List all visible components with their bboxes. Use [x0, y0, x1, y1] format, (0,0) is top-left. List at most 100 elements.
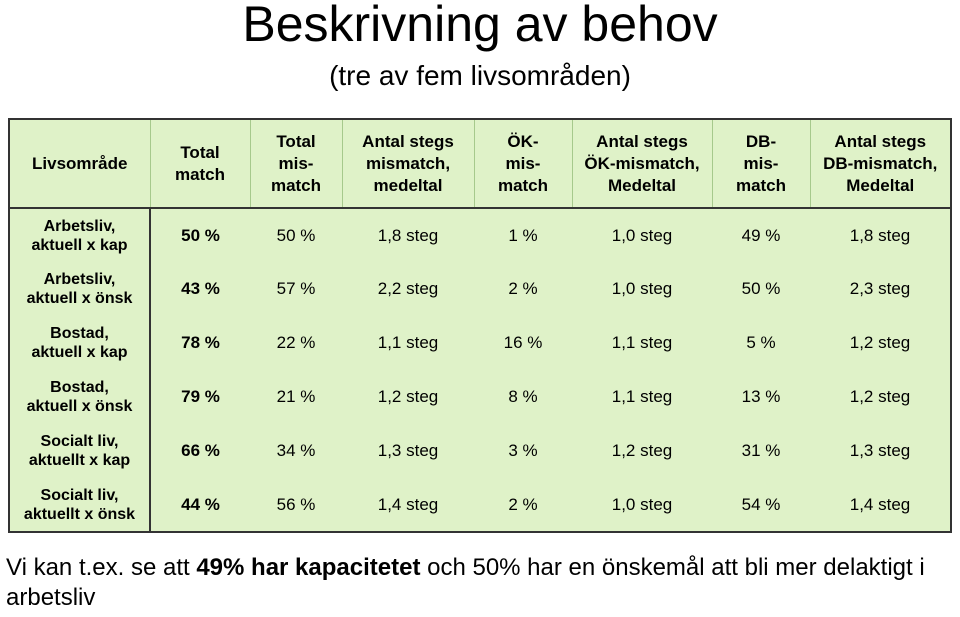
table-cell: 1,2 steg: [849, 333, 911, 352]
column-header-line: medeltal: [373, 175, 443, 195]
table-cell: 1,3 steg: [377, 441, 439, 460]
table-cell: 1,8 steg: [849, 225, 911, 245]
column-header-line: DB-: [745, 131, 777, 151]
table-cell: 50 %: [741, 279, 781, 298]
table-cell: 1,1 steg: [611, 387, 673, 406]
table-cell: 1,2 steg: [377, 387, 439, 406]
column-header: Livsområde: [10, 120, 150, 209]
column-header-line: ÖK-mismatch,: [584, 153, 700, 173]
column-header-line: Antal stegs: [834, 131, 927, 151]
column-header-line: Antal stegs: [596, 131, 688, 151]
page-subtitle: (tre av fem livsområden): [329, 60, 631, 91]
column-header-line: Antal stegs: [362, 131, 454, 151]
column-header-line: match: [270, 175, 322, 195]
row-label: Bostad, aktuell x önsk: [10, 370, 151, 424]
column-header-line: mis-: [743, 153, 779, 173]
column-header: Antal stegs mismatch, medeltal: [341, 120, 474, 209]
table-cell: 78 %: [181, 333, 220, 352]
table-cell: 66 %: [181, 441, 220, 460]
table-cell: 8 %: [508, 387, 538, 406]
table-cell: 1 %: [508, 225, 538, 245]
table-cell: 1,0 steg: [611, 495, 673, 514]
table-cell: 1,1 steg: [611, 333, 673, 352]
table-cell: 56 %: [276, 495, 316, 514]
footer-text-part1: Vi kan t.ex. se att: [6, 554, 197, 581]
column-header: ÖK-mis-match: [473, 120, 572, 209]
needs-table-container: Livsområde Total match Total mis-match Antal …: [8, 118, 952, 533]
row-label-line: aktuellt x kap: [28, 452, 131, 469]
table-row: Bostad, aktuell x önsk 79 % 21 % 1,2 steg 8 %…: [10, 370, 950, 424]
table-row: Socialt liv, aktuellt x önsk 44 % 56 % 1,4 s…: [10, 478, 950, 532]
row-label-line: aktuell x önsk: [26, 290, 133, 307]
needs-table: Livsområde Total match Total mis-match Antal …: [10, 120, 950, 532]
row-label-line: Socialt liv,: [40, 487, 119, 504]
table-cell: 1,1 steg: [377, 333, 439, 352]
table-cell: 1,2 steg: [849, 387, 911, 406]
column-header-line: DB-mismatch,: [823, 153, 938, 173]
column-header-line: Total: [180, 142, 220, 162]
table-cell: 1,2 steg: [611, 441, 673, 460]
table-cell: 3 %: [508, 441, 538, 460]
row-label-line: aktuellt x önsk: [23, 506, 136, 523]
column-header-line: mismatch,: [365, 153, 451, 173]
row-label-line: aktuell x kap: [31, 344, 128, 361]
column-header-line: Total: [276, 131, 316, 151]
column-header: DB-mis-match: [711, 120, 810, 209]
table-row: Socialt liv, aktuellt x kap 66 % 34 % 1,3 st…: [10, 424, 950, 478]
table-cell: 2,2 steg: [377, 279, 439, 298]
table-cell: 79 %: [181, 387, 220, 406]
table-header-row: Livsområde Total match Total mis-match Antal …: [10, 120, 950, 209]
column-header: Antal stegs DB-mismatch, Medeltal: [809, 120, 950, 209]
column-header-line: Livsområde: [32, 153, 128, 173]
column-header-line: Medeltal: [607, 175, 677, 195]
row-label: Socialt liv, aktuellt x kap: [10, 424, 151, 478]
table-row: Arbetsliv, aktuell x kap 50 % 50 % 1,8 steg 1…: [10, 208, 950, 262]
row-label-line: Bostad,: [50, 325, 109, 342]
table-cell: 44 %: [181, 495, 220, 514]
table-row: Arbetsliv, aktuell x önsk 43 % 57 % 2,2 steg…: [10, 262, 950, 316]
column-header-line: match: [174, 164, 226, 184]
table-cell: 50 %: [276, 225, 316, 245]
footer-text-part2: och 50% har en önskemål att bli mer dela…: [6, 554, 925, 611]
column-header: Total mis-match: [249, 120, 342, 209]
row-label: Socialt liv, aktuellt x önsk: [10, 478, 151, 532]
table-cell: 54 %: [741, 495, 781, 514]
table-cell: 5 %: [746, 333, 776, 352]
table-cell: 49 %: [741, 225, 781, 245]
row-label: Arbetsliv, aktuell x kap: [10, 208, 151, 262]
footer-note: Vi kan t.ex. se att 49% har kapacitetet …: [6, 553, 956, 613]
column-header-line: match: [735, 175, 787, 195]
column-header: Total match: [149, 120, 250, 209]
column-header: Antal stegs ÖK-mismatch, Medeltal: [571, 120, 712, 209]
row-label-line: aktuell x kap: [31, 236, 128, 254]
table-cell: 16 %: [503, 333, 543, 352]
table-cell: 1,8 steg: [377, 225, 439, 245]
row-label-line: Socialt liv,: [40, 433, 119, 450]
row-label-line: Arbetsliv,: [43, 271, 116, 288]
table-cell: 2 %: [508, 495, 538, 514]
table-cell: 50 %: [181, 225, 220, 245]
column-header-line: mis-: [505, 153, 541, 173]
table-cell: 21 %: [276, 387, 316, 406]
row-label: Bostad, aktuell x kap: [10, 316, 151, 370]
table-cell: 1,4 steg: [377, 495, 439, 514]
table-cell: 22 %: [276, 333, 316, 352]
table-cell: 1,0 steg: [611, 279, 673, 298]
table-body: Arbetsliv, aktuell x kap 50 % 50 % 1,8 steg 1…: [10, 208, 950, 532]
table-cell: 34 %: [276, 441, 316, 460]
table-row: Bostad, aktuell x kap 78 % 22 % 1,1 steg 16 %…: [10, 316, 950, 370]
column-header-line: Medeltal: [846, 175, 915, 195]
row-label-line: aktuell x önsk: [26, 398, 133, 415]
page-title: Beskrivning av behov: [242, 0, 718, 52]
table-cell: 2 %: [508, 279, 538, 298]
table-cell: 2,3 steg: [849, 279, 911, 298]
row-label-line: Arbetsliv,: [43, 217, 116, 235]
table-cell: 43 %: [181, 279, 220, 298]
table-cell: 31 %: [741, 441, 781, 460]
table-cell: 13 %: [741, 387, 781, 406]
column-header-line: mis-: [278, 153, 314, 173]
table-cell: 1,0 steg: [611, 225, 673, 245]
column-header-line: match: [497, 175, 549, 195]
table-cell: 1,4 steg: [849, 495, 911, 514]
row-label: Arbetsliv, aktuell x önsk: [10, 262, 151, 316]
